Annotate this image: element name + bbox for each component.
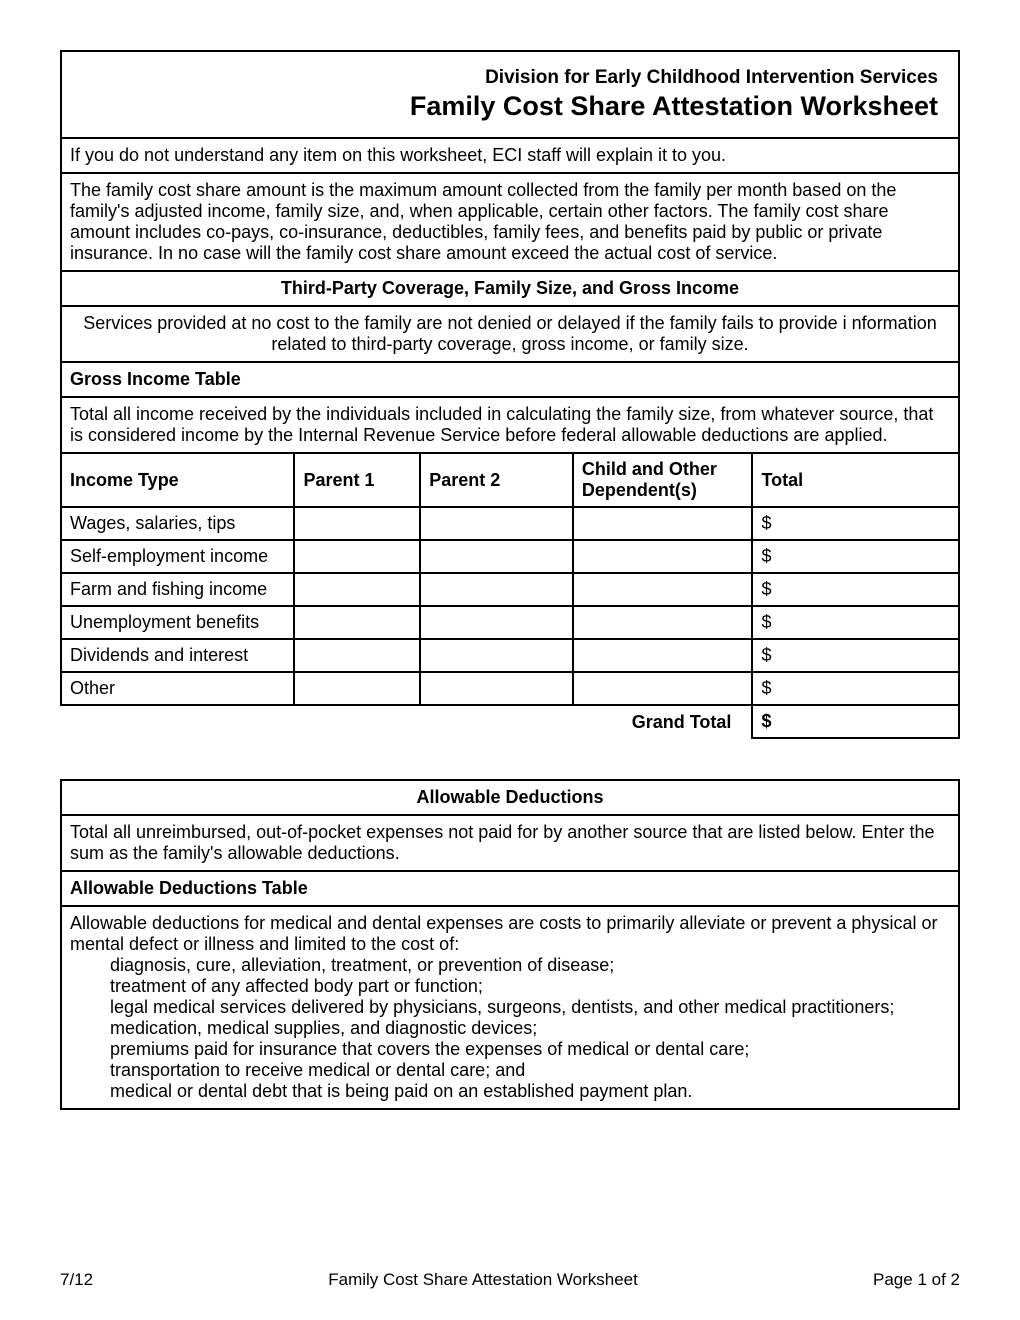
- col-child-dependents: Child and Other Dependent(s): [573, 454, 753, 507]
- header-subtitle: Division for Early Childhood Interventio…: [82, 67, 938, 89]
- allowable-deductions-table-title: Allowable Deductions Table: [60, 872, 960, 907]
- income-type-cell: Wages, salaries, tips: [61, 507, 294, 540]
- income-type-cell: Other: [61, 672, 294, 705]
- deduction-item: medication, medical supplies, and diagno…: [110, 1018, 950, 1039]
- table-row: Farm and fishing income $: [61, 573, 959, 606]
- table-row: Unemployment benefits $: [61, 606, 959, 639]
- deduction-item: treatment of any affected body part or f…: [110, 976, 950, 997]
- child-cell[interactable]: [573, 639, 753, 672]
- intro-text: If you do not understand any item on thi…: [60, 139, 960, 174]
- col-parent1: Parent 1: [294, 454, 420, 507]
- child-cell[interactable]: [573, 573, 753, 606]
- income-type-cell: Farm and fishing income: [61, 573, 294, 606]
- parent1-cell[interactable]: [294, 507, 420, 540]
- parent1-cell[interactable]: [294, 672, 420, 705]
- parent2-cell[interactable]: [420, 540, 573, 573]
- col-parent2: Parent 2: [420, 454, 573, 507]
- parent1-cell[interactable]: [294, 540, 420, 573]
- income-type-cell: Dividends and interest: [61, 639, 294, 672]
- income-type-cell: Unemployment benefits: [61, 606, 294, 639]
- parent2-cell[interactable]: [420, 672, 573, 705]
- deduction-item: premiums paid for insurance that covers …: [110, 1039, 950, 1060]
- parent1-cell[interactable]: [294, 606, 420, 639]
- header-title: Family Cost Share Attestation Worksheet: [82, 91, 938, 122]
- parent1-cell[interactable]: [294, 573, 420, 606]
- gross-income-table: Income Type Parent 1 Parent 2 Child and …: [60, 454, 960, 739]
- grand-total-value[interactable]: $: [752, 705, 959, 738]
- income-type-cell: Self-employment income: [61, 540, 294, 573]
- page-footer: 7/12 Family Cost Share Attestation Works…: [60, 1270, 960, 1290]
- parent1-cell[interactable]: [294, 639, 420, 672]
- grand-total-label: Grand Total: [61, 705, 752, 738]
- section1-note: Services provided at no cost to the fami…: [60, 307, 960, 363]
- col-income-type: Income Type: [61, 454, 294, 507]
- footer-center: Family Cost Share Attestation Worksheet: [328, 1270, 638, 1290]
- table-row: Self-employment income $: [61, 540, 959, 573]
- section2-intro: Total all unreimbursed, out-of-pocket ex…: [60, 816, 960, 872]
- table-row: Other $: [61, 672, 959, 705]
- child-cell[interactable]: [573, 540, 753, 573]
- parent2-cell[interactable]: [420, 639, 573, 672]
- total-cell[interactable]: $: [752, 672, 959, 705]
- footer-left: 7/12: [60, 1270, 93, 1290]
- child-cell[interactable]: [573, 606, 753, 639]
- description-text: The family cost share amount is the maxi…: [60, 174, 960, 272]
- header-box: Division for Early Childhood Interventio…: [60, 50, 960, 139]
- deduction-item: diagnosis, cure, alleviation, treatment,…: [110, 955, 950, 976]
- child-cell[interactable]: [573, 507, 753, 540]
- deduction-item: transportation to receive medical or den…: [110, 1060, 950, 1081]
- table-row: Dividends and interest $: [61, 639, 959, 672]
- col-total: Total: [752, 454, 959, 507]
- total-cell[interactable]: $: [752, 573, 959, 606]
- deductions-desc-line: Allowable deductions for medical and den…: [70, 913, 950, 955]
- deduction-item: medical or dental debt that is being pai…: [110, 1081, 950, 1102]
- deductions-description: Allowable deductions for medical and den…: [60, 907, 960, 1110]
- gross-income-table-intro: Total all income received by the individ…: [60, 398, 960, 454]
- deduction-item: legal medical services delivered by phys…: [110, 997, 950, 1018]
- gross-income-table-title: Gross Income Table: [60, 363, 960, 398]
- parent2-cell[interactable]: [420, 573, 573, 606]
- worksheet-page: Division for Early Childhood Interventio…: [0, 0, 1020, 1320]
- child-cell[interactable]: [573, 672, 753, 705]
- total-cell[interactable]: $: [752, 507, 959, 540]
- section1-heading: Third-Party Coverage, Family Size, and G…: [60, 272, 960, 307]
- deduction-list: diagnosis, cure, alleviation, treatment,…: [70, 955, 950, 1102]
- total-cell[interactable]: $: [752, 540, 959, 573]
- total-cell[interactable]: $: [752, 639, 959, 672]
- grand-total-row: Grand Total $: [61, 705, 959, 738]
- total-cell[interactable]: $: [752, 606, 959, 639]
- footer-right: Page 1 of 2: [873, 1270, 960, 1290]
- parent2-cell[interactable]: [420, 606, 573, 639]
- table-header-row: Income Type Parent 1 Parent 2 Child and …: [61, 454, 959, 507]
- section2-heading: Allowable Deductions: [60, 779, 960, 816]
- parent2-cell[interactable]: [420, 507, 573, 540]
- table-row: Wages, salaries, tips $: [61, 507, 959, 540]
